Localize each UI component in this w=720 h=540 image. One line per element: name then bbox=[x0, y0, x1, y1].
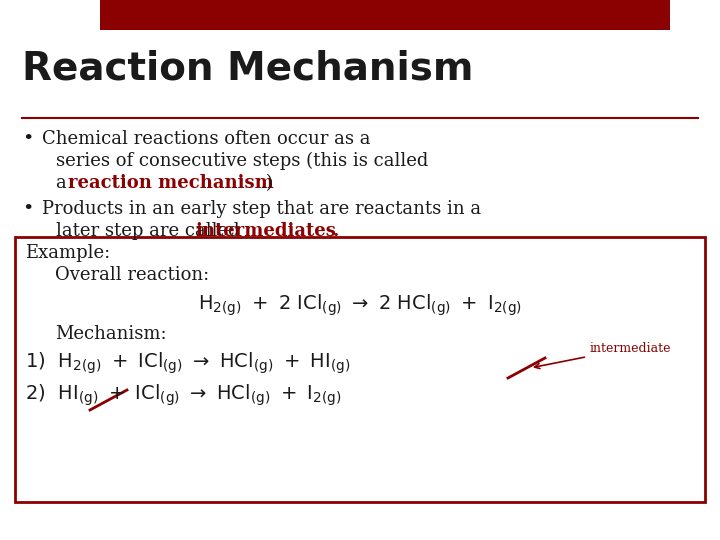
Text: •: • bbox=[22, 130, 33, 148]
Text: intermediate: intermediate bbox=[534, 341, 672, 369]
Text: reaction mechanism: reaction mechanism bbox=[68, 174, 274, 192]
Bar bbox=[15, 237, 705, 502]
Text: Mechanism:: Mechanism: bbox=[55, 325, 166, 343]
Text: Overall reaction:: Overall reaction: bbox=[55, 266, 210, 284]
Text: a: a bbox=[56, 174, 73, 192]
Text: $\mathrm{1)\ \ H_{2(g)}\ +\ ICl_{(g)}\ \rightarrow\ HCl_{(g)}\ +\ HI_{(g)}}$: $\mathrm{1)\ \ H_{2(g)}\ +\ ICl_{(g)}\ \… bbox=[25, 350, 350, 375]
Text: later step are called: later step are called bbox=[56, 222, 246, 240]
Bar bbox=[100, 0, 670, 30]
Text: $\mathrm{2)\ \ HI_{(g)}\ +\ ICl_{(g)}\ \rightarrow\ HCl_{(g)}\ +\ I_{2(g)}}$: $\mathrm{2)\ \ HI_{(g)}\ +\ ICl_{(g)}\ \… bbox=[25, 382, 341, 408]
Text: •: • bbox=[22, 200, 33, 218]
Text: Example:: Example: bbox=[25, 244, 110, 262]
Text: Chemical reactions often occur as a: Chemical reactions often occur as a bbox=[42, 130, 371, 148]
Text: $\mathrm{H_{2(g)}\ +\ 2\ ICl_{(g)}\ \rightarrow\ 2\ HCl_{(g)}\ +\ I_{2(g)}}$: $\mathrm{H_{2(g)}\ +\ 2\ ICl_{(g)}\ \rig… bbox=[198, 292, 522, 318]
Text: .): .) bbox=[260, 174, 273, 192]
Text: Reaction Mechanism: Reaction Mechanism bbox=[22, 50, 474, 88]
Text: Products in an early step that are reactants in a: Products in an early step that are react… bbox=[42, 200, 481, 218]
Text: intermediates: intermediates bbox=[195, 222, 336, 240]
Text: series of consecutive steps (this is called: series of consecutive steps (this is cal… bbox=[56, 152, 428, 170]
Text: .: . bbox=[333, 222, 339, 240]
